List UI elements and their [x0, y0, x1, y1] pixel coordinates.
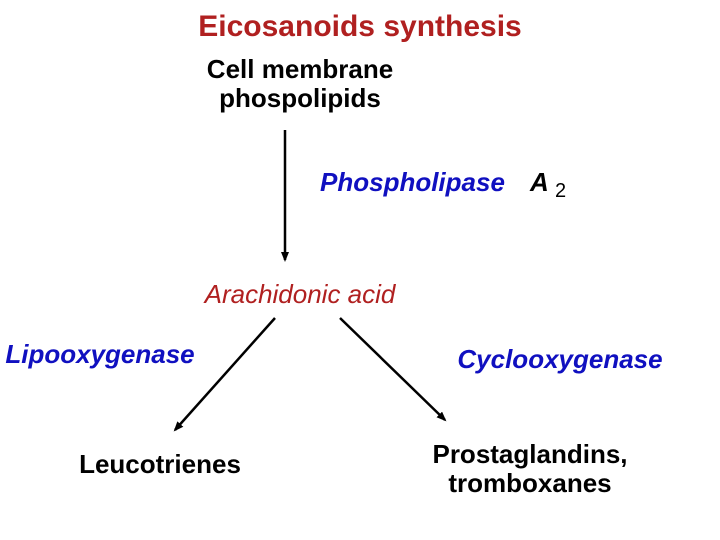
arrow-1 — [175, 318, 275, 430]
arrow-2 — [340, 318, 445, 420]
arrows-layer — [0, 0, 720, 540]
